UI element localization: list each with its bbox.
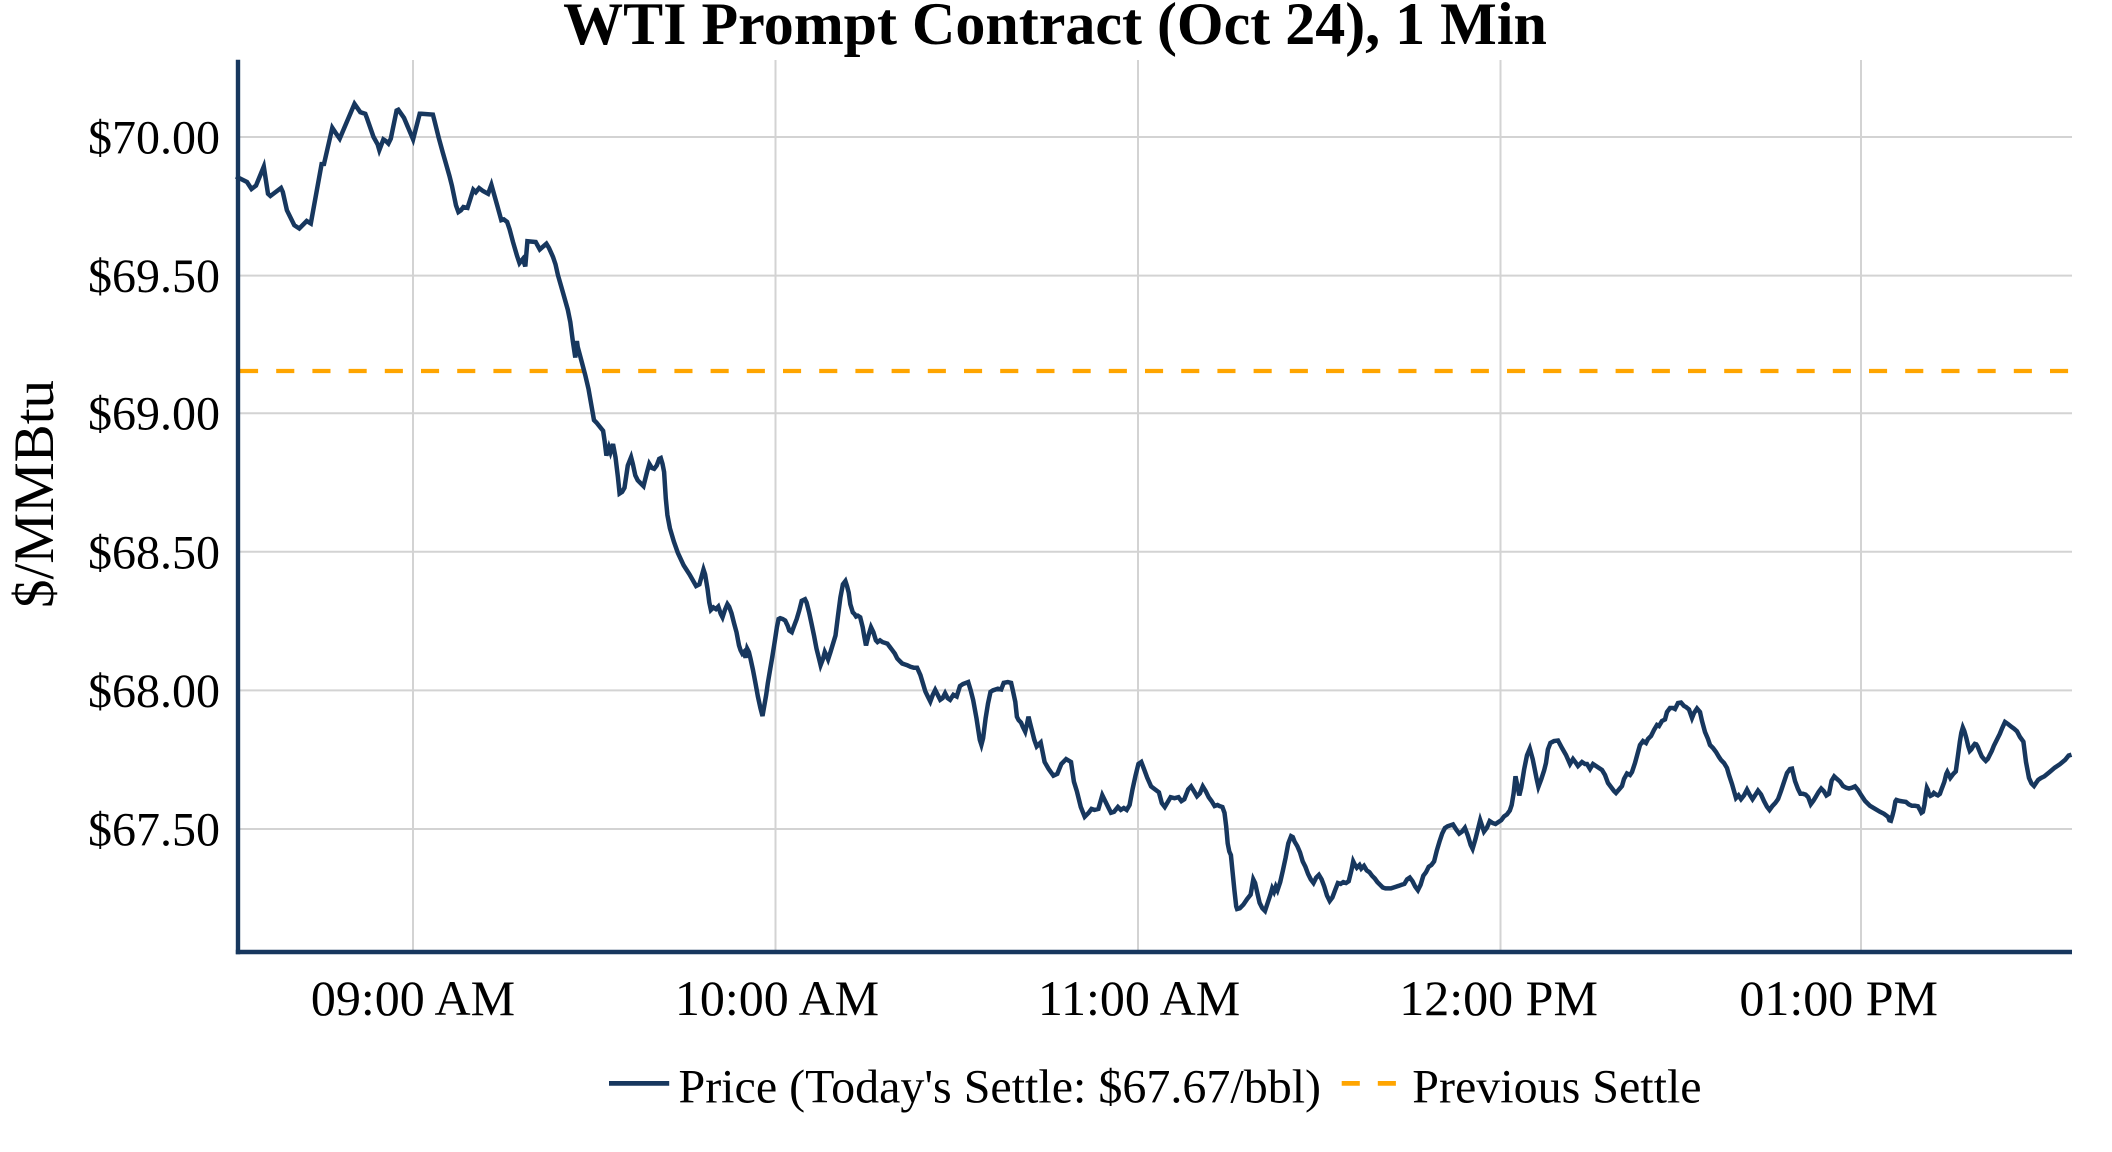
svg-text:$69.50: $69.50: [88, 250, 220, 303]
svg-text:$69.00: $69.00: [88, 388, 220, 441]
svg-text:$70.00: $70.00: [88, 112, 220, 165]
svg-text:Previous Settle: Previous Settle: [1412, 1060, 1701, 1113]
svg-text:Price (Today's Settle: $67.67/: Price (Today's Settle: $67.67/bbl): [679, 1060, 1322, 1113]
svg-text:01:00 PM: 01:00 PM: [1739, 970, 1938, 1026]
svg-text:WTI Prompt Contract (Oct 24),: WTI Prompt Contract (Oct 24), 1 Min: [563, 0, 1547, 57]
svg-text:$68.50: $68.50: [88, 526, 220, 579]
svg-text:$67.50: $67.50: [88, 804, 220, 857]
svg-text:10:00 AM: 10:00 AM: [675, 970, 879, 1026]
svg-text:11:00 AM: 11:00 AM: [1038, 970, 1240, 1026]
svg-text:09:00 AM: 09:00 AM: [311, 970, 515, 1026]
svg-text:$/MMBtu: $/MMBtu: [3, 380, 66, 608]
svg-text:12:00 PM: 12:00 PM: [1399, 970, 1598, 1026]
svg-text:$68.00: $68.00: [88, 665, 220, 718]
